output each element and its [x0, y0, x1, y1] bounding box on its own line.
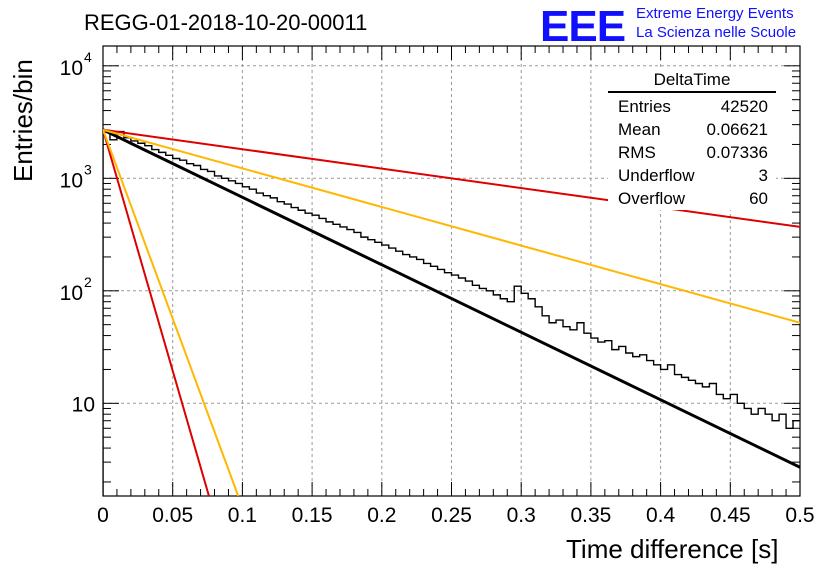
- bound-line: [103, 128, 800, 228]
- stats-value: 42520: [720, 97, 768, 116]
- bound-line: [103, 129, 240, 496]
- organization-name: Extreme Energy Events La Scienza nelle S…: [636, 4, 796, 42]
- x-tick-label: 0.35: [570, 504, 611, 527]
- x-tick-label: 0.15: [292, 504, 333, 527]
- stats-label: RMS: [618, 143, 656, 162]
- y-axis-label-text: Entries/bin: [8, 59, 38, 182]
- x-axis-label: Time difference [s]: [566, 534, 779, 564]
- y-tick-label: 10: [60, 57, 83, 80]
- plot-area: [103, 128, 800, 496]
- stats-label: Overflow: [618, 189, 686, 208]
- chart-title: REGG-01-2018-10-20-00011: [84, 10, 368, 35]
- stats-label: Underflow: [618, 166, 695, 185]
- bound-line: [103, 129, 210, 496]
- stats-row-mean: Mean 0.06621: [608, 118, 776, 141]
- x-tick-label: 0.45: [710, 504, 751, 527]
- x-tick-label: 0.5: [785, 504, 814, 527]
- stats-box: DeltaTime Entries 42520 Mean 0.06621 RMS…: [608, 70, 776, 210]
- y-tick-label: 10: [60, 169, 83, 192]
- y-tick-label: 10: [60, 282, 83, 305]
- stats-row-overflow: Overflow 60: [608, 187, 776, 210]
- x-tick-label: 0.1: [228, 504, 257, 527]
- histogram-bars: [103, 130, 800, 496]
- y-tick-label: 10: [72, 393, 95, 416]
- stats-label: Mean: [618, 120, 661, 139]
- x-tick-label: 0.05: [152, 504, 193, 527]
- stats-label: Entries: [618, 97, 671, 116]
- stats-value: 60: [749, 189, 768, 208]
- stats-value: 0.06621: [706, 120, 768, 139]
- y-tick-exponent: 3: [84, 161, 92, 177]
- stats-row-rms: RMS 0.07336: [608, 141, 776, 164]
- x-tick-label: 0: [97, 504, 109, 527]
- y-tick-exponent: 2: [84, 274, 92, 290]
- org-line-2: La Scienza nelle Scuole: [636, 24, 797, 41]
- x-tick-label: 0.4: [646, 504, 676, 527]
- y-axis-label: Entries/bin: [8, 59, 39, 182]
- stats-title: DeltaTime: [608, 70, 776, 93]
- y-tick-exponent: 4: [84, 49, 92, 65]
- org-line-1: Extreme Energy Events: [636, 5, 794, 22]
- eee-logo: EEE: [540, 2, 626, 51]
- stats-row-underflow: Underflow 3: [608, 164, 776, 187]
- bound-line: [103, 128, 800, 324]
- stats-row-entries: Entries 42520: [608, 95, 776, 118]
- fit-line: [103, 128, 800, 469]
- stats-value: 0.07336: [706, 143, 768, 162]
- stats-value: 3: [758, 166, 768, 185]
- x-tick-label: 0.2: [367, 504, 396, 527]
- x-tick-label: 0.3: [507, 504, 536, 527]
- x-tick-label: 0.25: [431, 504, 472, 527]
